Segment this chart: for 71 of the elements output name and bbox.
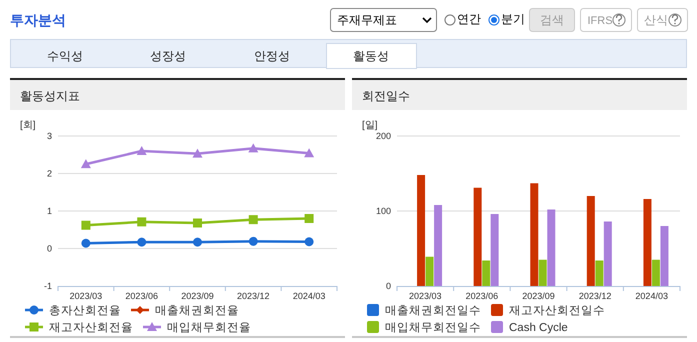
point: [137, 238, 146, 247]
legend-label: 매출채권회전율: [155, 304, 239, 317]
x-tick-label: 2024/03: [635, 291, 668, 301]
point: [193, 218, 202, 228]
bar: [643, 199, 652, 286]
y-tick-label: 2: [46, 168, 52, 178]
text: 성장성: [150, 49, 186, 63]
x-tick-label: 2023/09: [181, 291, 214, 301]
y-tick-label: 100: [376, 206, 391, 216]
point: [137, 217, 146, 226]
bar: [595, 260, 604, 286]
legend-label: 총자산회전율: [49, 304, 121, 317]
legend-label: 매입채무회전율: [167, 322, 251, 334]
y-tick-label: 0: [386, 281, 391, 291]
text: 주재무제표: [337, 13, 397, 27]
x-tick-label: 2023/09: [522, 291, 555, 301]
bar: [538, 260, 547, 286]
y-tick-label: -1: [44, 281, 52, 291]
point: [136, 146, 147, 155]
bar: [660, 226, 668, 286]
x-tick-label: 2023/06: [125, 291, 158, 301]
text: 투자분석: [10, 12, 66, 28]
bar: [426, 256, 434, 286]
y-axis-title: [일]: [362, 120, 378, 131]
bar: [434, 205, 442, 286]
text: 연간: [457, 12, 481, 26]
bar: [547, 210, 556, 286]
y-tick-label: 200: [376, 131, 391, 141]
point: [304, 148, 314, 158]
bar: [417, 175, 426, 286]
bar: [604, 222, 612, 286]
text: 검색: [540, 13, 564, 27]
y-axis-title: [회]: [20, 120, 36, 131]
text: 안정성: [254, 49, 290, 63]
text: IFRS: [587, 15, 613, 27]
text: 활동성: [353, 49, 389, 63]
x-tick-label: 2023/06: [466, 291, 498, 301]
bar: [652, 260, 660, 286]
bar: [490, 214, 499, 286]
chart-title: 회전일수: [362, 89, 410, 103]
point: [193, 238, 202, 247]
bar: [586, 196, 595, 286]
point: [81, 238, 90, 248]
point: [81, 220, 90, 230]
y-tick-label: 3: [46, 131, 52, 141]
legend-label: 매출채권회전일수: [385, 304, 481, 317]
text: 산식: [644, 13, 668, 27]
x-tick-label: 2023/03: [409, 291, 442, 301]
x-tick-label: 2024/03: [292, 291, 326, 301]
point: [80, 159, 91, 168]
text: 수익성: [47, 49, 83, 63]
text: 분기: [501, 12, 525, 26]
legend-label: 재고자산회전일수: [509, 305, 605, 317]
legend-label: 매입채무회전일수: [385, 322, 481, 334]
legend-label: Cash Cycle: [509, 322, 568, 334]
bar: [482, 260, 490, 286]
point: [248, 143, 258, 152]
bar: [474, 188, 482, 286]
legend-label: 재고자산회전율: [49, 322, 133, 334]
y-tick-label: 1: [46, 206, 52, 216]
point: [304, 214, 314, 223]
point: [304, 237, 314, 246]
chart-title: 활동성지표: [20, 89, 80, 103]
y-tick-label: 0: [46, 244, 52, 254]
point: [248, 236, 258, 246]
point: [248, 215, 258, 224]
x-tick-label: 2023/12: [578, 291, 612, 301]
point: [192, 148, 202, 158]
x-tick-label: 2023/12: [237, 291, 270, 301]
x-tick-label: 2023/03: [70, 291, 102, 301]
bar: [530, 183, 538, 286]
